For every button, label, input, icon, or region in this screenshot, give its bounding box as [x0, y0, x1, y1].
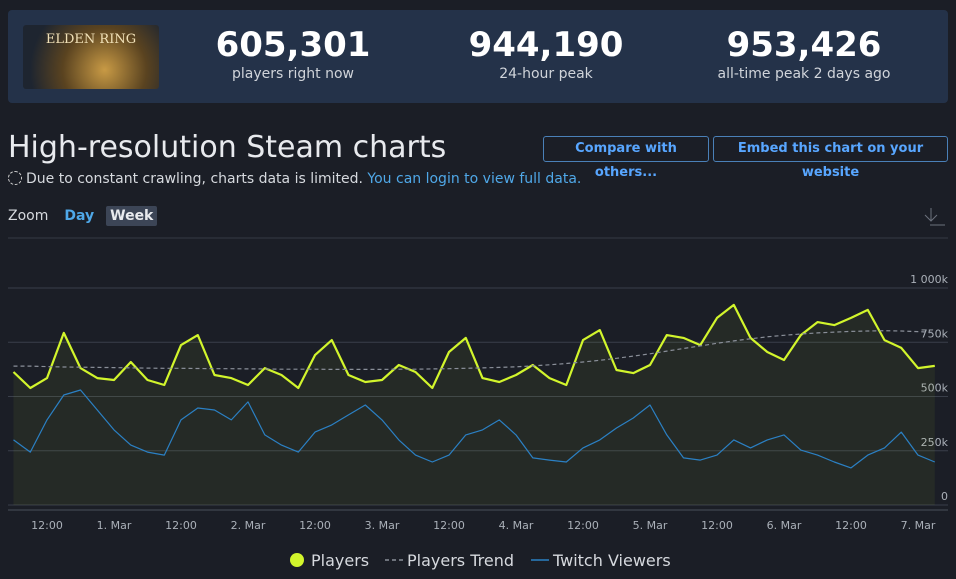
- y-tick-label: 0: [941, 490, 948, 503]
- page-title: High-resolution Steam charts: [8, 130, 447, 165]
- stat: 953,426 all-time peak 2 days ago: [694, 24, 914, 82]
- stat-value: 953,426: [726, 25, 882, 65]
- zoom-option[interactable]: Week: [106, 206, 158, 226]
- legend-label: Players Trend: [407, 551, 514, 570]
- series-line: [12, 303, 935, 390]
- y-tick-label: 250k: [921, 436, 949, 449]
- stat-label: all-time peak 2 days ago: [717, 66, 891, 82]
- notice-icon: [8, 171, 22, 185]
- stat-label: 24-hour peak: [499, 66, 593, 82]
- x-tick-label: 7. Mar: [901, 519, 936, 532]
- x-tick-label: 3. Mar: [365, 519, 400, 532]
- series-line: [13, 389, 936, 469]
- y-tick-label: 500k: [921, 382, 949, 395]
- x-tick-label: 4. Mar: [499, 519, 534, 532]
- x-tick-label: 6. Mar: [767, 519, 802, 532]
- embed-button[interactable]: Embed this chart on your website: [713, 136, 948, 180]
- game-logo: ELDEN RING: [23, 25, 159, 89]
- zoom-label: Zoom: [8, 208, 49, 224]
- x-tick-label: 12:00: [31, 519, 63, 532]
- notice: Due to constant crawling, charts data is…: [8, 171, 581, 187]
- x-tick-label: 12:00: [835, 519, 867, 532]
- download-icon[interactable]: [924, 208, 945, 226]
- compare-button[interactable]: Compare with others...: [543, 136, 709, 180]
- stat-value: 944,190: [468, 25, 624, 65]
- legend-marker: [290, 553, 304, 567]
- x-tick-label: 5. Mar: [633, 519, 668, 532]
- stat: 605,301 players right now: [183, 24, 403, 82]
- legend-label: Players: [311, 551, 369, 570]
- login-link[interactable]: You can login to view full data.: [367, 171, 582, 187]
- stat: 944,190 24-hour peak: [436, 24, 656, 82]
- x-tick-label: 12:00: [299, 519, 331, 532]
- stat-value: 605,301: [215, 25, 371, 65]
- y-tick-label: 1 000k: [910, 273, 948, 286]
- players-area: [13, 304, 935, 505]
- zoom: Zoom Day Week: [8, 206, 158, 226]
- x-tick-label: 12:00: [701, 519, 733, 532]
- x-tick-label: 1. Mar: [97, 519, 132, 532]
- legend-label: Twitch Viewers: [552, 551, 671, 570]
- zoom-option[interactable]: Day: [64, 208, 95, 224]
- x-tick-label: 12:00: [165, 519, 197, 532]
- y-tick-label: 750k: [921, 327, 949, 340]
- notice-text: Due to constant crawling, charts data is…: [26, 171, 363, 187]
- x-tick-label: 2. Mar: [231, 519, 266, 532]
- x-tick-label: 12:00: [567, 519, 599, 532]
- stat-label: players right now: [232, 66, 354, 82]
- stats-header: ELDEN RING 605,301 players right now 944,…: [8, 10, 948, 103]
- x-tick-label: 12:00: [433, 519, 465, 532]
